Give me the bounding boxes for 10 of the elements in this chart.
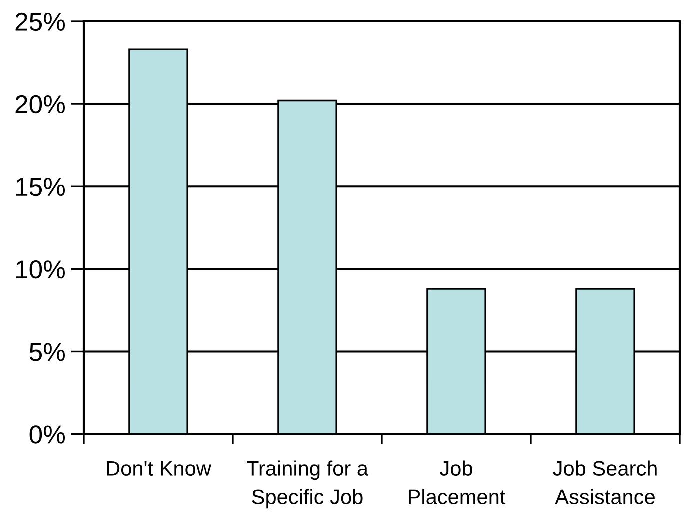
- x-tick-label: Don't Know: [107, 461, 212, 476]
- x-tick-label: Training for a Specific Job: [246, 460, 368, 509]
- y-tick-label: 5%: [30, 343, 66, 362]
- x-tick-label: Job Search Assistance: [553, 460, 657, 504]
- y-tick-label: 0%: [30, 426, 66, 444]
- y-tick-label: 25%: [16, 12, 66, 32]
- y-tick-label: 20%: [16, 95, 66, 114]
- y-tick-label: 10%: [16, 260, 66, 279]
- x-tick-label: Job Placement: [408, 460, 506, 504]
- y-tick-label: 15%: [16, 178, 66, 196]
